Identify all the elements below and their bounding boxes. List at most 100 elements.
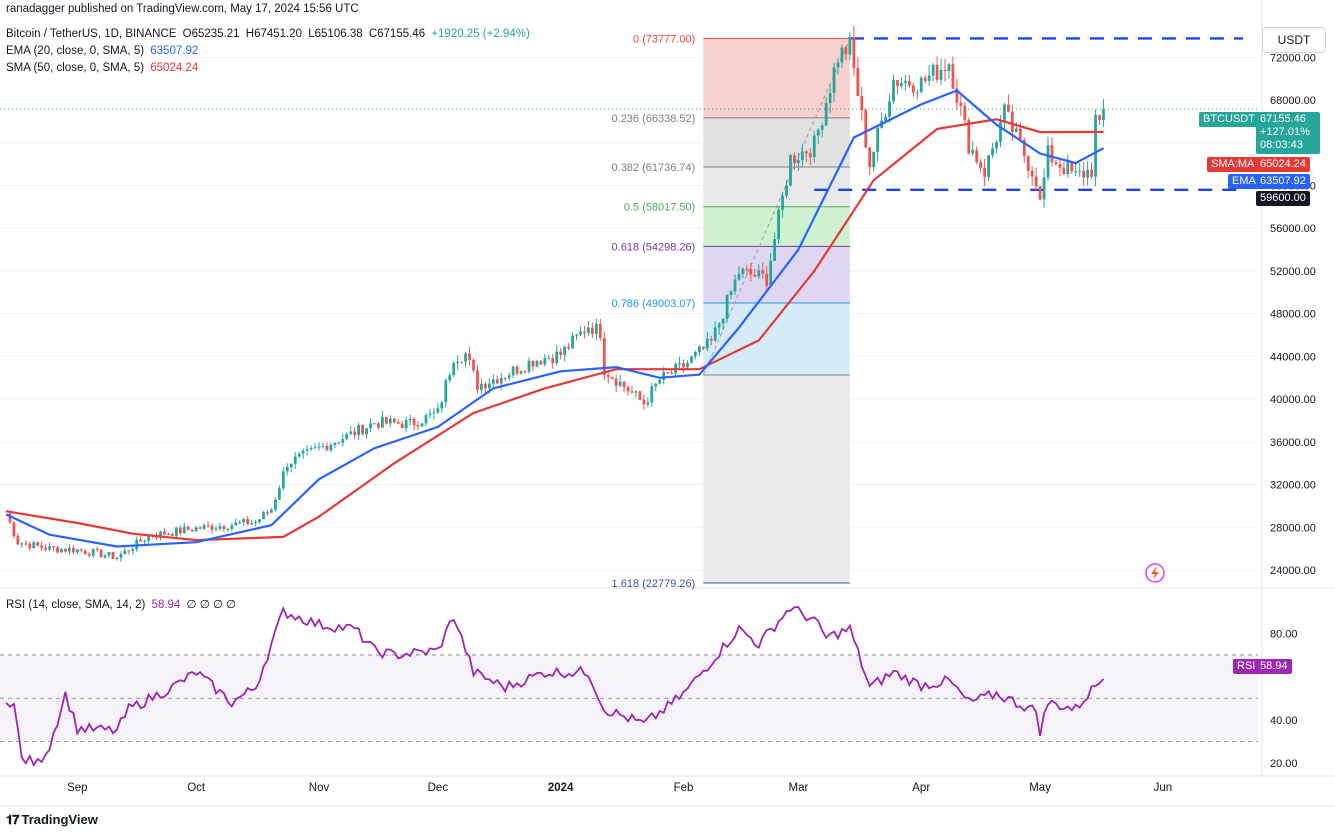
candle-body xyxy=(1046,145,1050,178)
candle-body xyxy=(293,456,297,464)
candle-body xyxy=(1070,162,1074,172)
time-tick-label: 2024 xyxy=(548,782,574,794)
candle-body xyxy=(103,555,107,558)
candle-body xyxy=(226,529,230,531)
currency-button[interactable]: USDT xyxy=(1262,27,1326,53)
candle-body xyxy=(1030,170,1034,177)
candle-body xyxy=(424,415,428,424)
candle-body xyxy=(753,274,757,277)
candle-body xyxy=(377,423,380,428)
price-tick-label: 44000.00 xyxy=(1270,351,1316,363)
candle-body xyxy=(491,379,495,384)
candle-body xyxy=(654,383,658,387)
rsi-legend-extras: ∅ ∅ ∅ ∅ xyxy=(186,599,237,611)
candle-body xyxy=(797,160,800,164)
fib-trend-line xyxy=(702,38,851,376)
candle-body xyxy=(384,416,388,424)
candle-body xyxy=(781,195,784,210)
candle-body xyxy=(8,513,12,523)
candle-body xyxy=(464,353,467,362)
candle-body xyxy=(301,450,305,454)
candle-body xyxy=(258,519,261,522)
candle-body xyxy=(590,327,594,334)
candle-body xyxy=(416,425,420,427)
last-price-tag: 67155.46 +127.01% 08:03:43 xyxy=(1256,112,1320,154)
ema-legend[interactable]: EMA (20, close, 0, SMA, 5) 63507.92 xyxy=(6,45,198,57)
candle-body xyxy=(745,268,749,270)
symbol-name[interactable]: Bitcoin / TetherUS, 1D, BINANCE xyxy=(6,28,177,40)
candle-body xyxy=(705,338,709,349)
candle-body xyxy=(87,553,91,556)
candle-body xyxy=(1050,145,1054,163)
fib-level-label: 0.5 (58017.50) xyxy=(624,202,696,214)
candle-body xyxy=(721,318,725,324)
candle-body xyxy=(630,391,634,393)
candle-body xyxy=(404,420,408,428)
time-tick-label: Oct xyxy=(187,782,206,794)
price-tick-label: 52000.00 xyxy=(1270,266,1316,278)
candle-body xyxy=(36,542,40,546)
candle-body xyxy=(729,291,733,295)
candle-body xyxy=(995,141,998,149)
candle-body xyxy=(765,273,769,286)
candle-body xyxy=(896,80,899,86)
time-tick-label: Dec xyxy=(428,782,449,794)
candle-body xyxy=(1038,186,1042,200)
candle-body xyxy=(436,408,440,413)
candle-body xyxy=(309,447,313,450)
candle-body xyxy=(262,512,265,520)
ema-tag-label: EMA xyxy=(1228,174,1260,189)
candle-body xyxy=(872,151,876,168)
tradingview-logo[interactable]: 𝟏𝟕 TradingView xyxy=(6,812,98,828)
time-tick-label: Apr xyxy=(912,782,930,794)
candle-body xyxy=(555,351,559,364)
candle-body xyxy=(840,47,844,63)
candle-body xyxy=(480,383,483,390)
candle-body xyxy=(983,167,987,177)
candle-body xyxy=(686,362,689,368)
candle-body xyxy=(365,428,368,435)
sma-legend[interactable]: SMA (50, close, 0, SMA, 5) 65024.24 xyxy=(6,62,198,74)
rsi-legend[interactable]: RSI (14, close, SMA, 14, 2) 58.94 ∅ ∅ ∅ … xyxy=(6,597,236,611)
candle-body xyxy=(32,542,36,549)
candle-body xyxy=(12,522,16,536)
candle-body xyxy=(547,358,551,360)
candle-body xyxy=(487,383,491,389)
candle-body xyxy=(266,512,269,514)
candle-body xyxy=(503,378,507,380)
candle-body xyxy=(234,522,238,526)
candle-body xyxy=(812,135,816,158)
candle-body xyxy=(48,546,51,550)
candle-body xyxy=(1094,114,1097,177)
candle-body xyxy=(444,380,448,403)
candle-body xyxy=(579,331,582,335)
candle-body xyxy=(396,422,400,424)
candle-body xyxy=(626,387,630,392)
candle-body xyxy=(1102,109,1105,120)
candle-body xyxy=(75,549,79,553)
candle-body xyxy=(357,425,361,436)
candle-body xyxy=(222,526,226,530)
candle-body xyxy=(123,550,127,555)
candle-body xyxy=(111,551,115,559)
candle-body xyxy=(864,110,868,148)
candle-body xyxy=(214,528,218,530)
last-price-change: +127.01% xyxy=(1260,126,1310,138)
fib-level-label: 0.382 (61736.74) xyxy=(612,162,696,174)
price-tick-label: 40000.00 xyxy=(1270,394,1316,406)
candle-body xyxy=(587,327,590,334)
candle-body xyxy=(606,375,610,377)
symbol-header: Bitcoin / TetherUS, 1D, BINANCE O65235.2… xyxy=(6,28,530,40)
candle-body xyxy=(935,64,939,80)
candle-body xyxy=(159,531,162,538)
candle-body xyxy=(884,116,887,121)
candle-body xyxy=(1074,171,1078,173)
candle-body xyxy=(543,358,547,365)
rsi-tick-label: 20.00 xyxy=(1270,758,1298,770)
candle-body xyxy=(131,549,135,551)
candle-body xyxy=(186,526,190,530)
symbol-tag: BTCUSDT xyxy=(1199,112,1259,127)
fib-zone xyxy=(703,206,850,247)
